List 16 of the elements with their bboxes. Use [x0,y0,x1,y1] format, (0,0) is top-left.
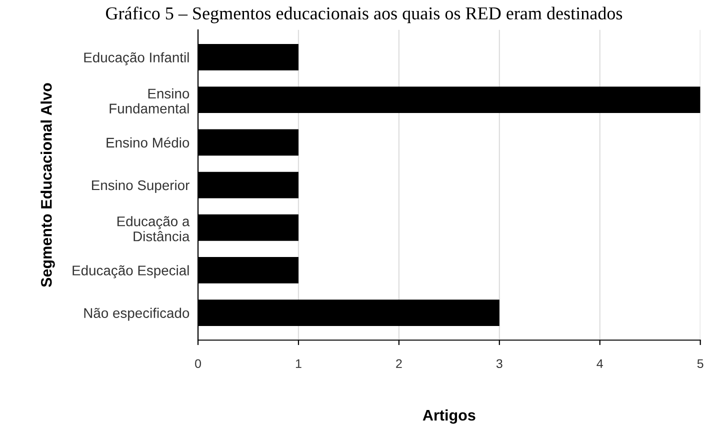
y-tick-label: Ensino Médio [106,137,190,148]
y-axis-title: Segmento Educacional Alvo [40,83,55,288]
chart-title: Gráfico 5 – Segmentos educacionais aos quais os RED eram destinados [106,6,622,24]
x-tick-label: 5 [697,359,704,368]
x-tick-label: 1 [296,359,302,368]
x-tick-label: 0 [195,359,202,368]
y-tick-label: Ensino Superior [92,180,190,193]
y-tick-label: Educação Infantil [84,52,189,66]
x-axis-title: Artigos [422,409,476,424]
y-tick-label: Ensino Fundamental [110,88,190,114]
x-tick-label: 2 [396,359,402,368]
y-tick-label: Educação Especial [72,265,189,278]
y-tick-label: Não especificado [84,308,190,321]
x-tick-label: 4 [596,359,603,368]
y-tick-label: Educação a Distância [117,216,190,242]
x-tick-label: 3 [496,359,502,368]
